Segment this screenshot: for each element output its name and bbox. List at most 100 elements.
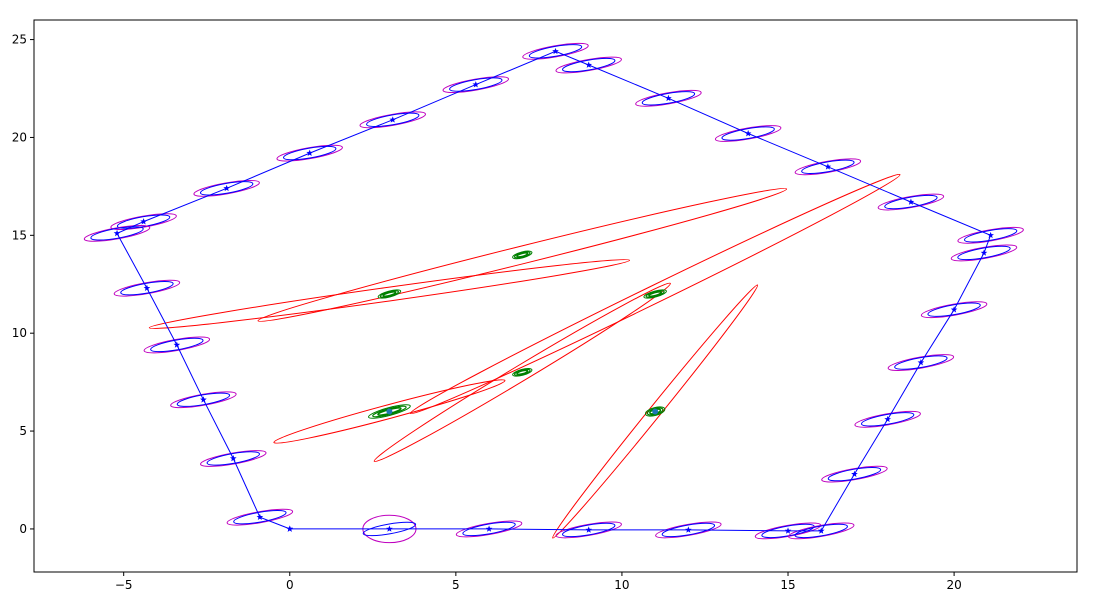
landmark-point-1 <box>652 408 659 415</box>
pose-cov-outer-ellipse-23 <box>83 224 151 242</box>
y-tick-label-1: 5 <box>19 424 27 438</box>
pose-cov-inner-ellipse-9 <box>927 302 981 317</box>
landmark-point-0 <box>386 408 393 415</box>
x-tick-label-3: 10 <box>614 578 629 592</box>
pose-cov-outer-ellipse-18 <box>442 76 510 93</box>
trajectory-star-11 <box>980 249 988 256</box>
y-axis: 0 5 10 15 20 25 <box>12 33 34 536</box>
y-tick-label-0: 0 <box>19 522 27 536</box>
trajectory-star-23 <box>140 218 147 225</box>
trajectory-star-29 <box>256 513 264 521</box>
landmark-initial-ellipse-1 <box>373 282 671 463</box>
pose-cov-inner-ellipse-7 <box>860 412 915 427</box>
pose-cov-inner-ellipse-20 <box>283 145 337 161</box>
x-tick-label-5: 20 <box>946 578 961 592</box>
trajectory-star-24 <box>113 229 121 237</box>
landmark-estimate-ellipse-5 <box>643 289 667 299</box>
pose-cov-inner-ellipse-11 <box>963 228 1018 243</box>
trajectory-star-6 <box>817 527 825 534</box>
trajectory-star-3 <box>585 526 593 533</box>
trajectory-star-7 <box>851 470 858 477</box>
pose-cov-inner-ellipse-12 <box>884 194 938 210</box>
y-tick-label-4: 20 <box>12 130 27 144</box>
pose-cov-outer-ellipse-13 <box>794 158 862 176</box>
pose-cov-outer-ellipse-7 <box>854 410 921 428</box>
landmark-estimate-ellipse-1 <box>512 368 533 377</box>
landmark-estimate-ellipse-2 <box>644 406 666 417</box>
pose-cov-inner-ellipse-5 <box>794 523 848 539</box>
pose-cov-outer-ellipse-27 <box>200 450 267 467</box>
pose-cov-inner-ellipse-1 <box>462 521 516 537</box>
trajectory-star-20 <box>389 116 397 123</box>
trajectory-star-22 <box>223 184 230 192</box>
pose-cov-inner-ellipse-8 <box>894 355 948 370</box>
pose-cov-outer-ellipse-24 <box>113 279 181 297</box>
landmark-estimate-ellipse-4 <box>512 250 533 260</box>
pose-cov-outer-ellipse-15 <box>635 89 702 107</box>
trajectory-star-28 <box>229 454 237 462</box>
pose-cov-inner-ellipse-10 <box>957 245 1011 261</box>
pose-cov-outer-ellipse-9 <box>920 301 988 319</box>
pose-cov-outer-ellipse-14 <box>714 125 782 142</box>
pose-cov-outer-ellipse-20 <box>276 144 343 162</box>
pose-cov-inner-ellipse-2 <box>562 522 616 538</box>
pose-cov-inner-ellipse-17 <box>528 44 583 59</box>
trajectory-star-17 <box>585 61 593 68</box>
pose-cov-inner-ellipse-0 <box>362 521 417 537</box>
trajectory-star-12 <box>987 231 994 239</box>
trajectory-star-14 <box>824 163 832 170</box>
pose-cov-outer-ellipse-28 <box>226 508 294 526</box>
pose-cov-inner-ellipse-15 <box>641 91 696 106</box>
pose-cov-outer-ellipse-6 <box>821 465 888 483</box>
trajectory-star-1 <box>386 525 393 532</box>
landmark-estimate-ellipse-3 <box>377 289 402 299</box>
pose-cov-inner-ellipse-23 <box>90 226 144 241</box>
trajectory-star-4 <box>685 526 692 533</box>
pose-cov-inner-ellipse-26 <box>176 392 231 407</box>
pose-cov-inner-ellipse-16 <box>562 57 616 73</box>
trajectory-star-30 <box>286 525 294 532</box>
y-tick-label-2: 10 <box>12 326 27 340</box>
pose-cov-outer-ellipse-8 <box>887 354 955 371</box>
y-tick-label-3: 15 <box>12 228 27 242</box>
trajectory-star-26 <box>173 341 181 348</box>
x-tick-label-1: 0 <box>286 578 294 592</box>
trajectory-star-8 <box>884 415 891 423</box>
pose-cov-outer-ellipse-2 <box>555 521 622 539</box>
trajectory-star-15 <box>744 130 752 137</box>
pose-cov-inner-ellipse-3 <box>661 522 716 538</box>
x-tick-label-0: −5 <box>115 578 133 592</box>
pose-cov-inner-ellipse-22 <box>116 214 171 229</box>
x-tick-label-4: 15 <box>780 578 795 592</box>
landmark-initial-ellipse-4 <box>257 187 788 322</box>
pose-cov-outer-ellipse-5 <box>788 522 855 540</box>
pose-cov-inner-ellipse-13 <box>801 159 855 174</box>
trajectory-star-9 <box>917 359 925 366</box>
pose-cov-inner-ellipse-19 <box>366 112 420 128</box>
pose-cov-inner-ellipse-14 <box>721 126 775 141</box>
landmark-estimate-ellipse-0 <box>368 404 411 419</box>
landmark-estimate-ellipse-3-c <box>382 291 397 297</box>
y-tick-label-5: 25 <box>12 33 27 47</box>
x-axis: −5 0 5 10 15 20 <box>115 572 962 592</box>
pose-cov-inner-ellipse-18 <box>449 77 503 92</box>
pose-cov-inner-ellipse-28 <box>233 510 287 525</box>
trajectory-star-27 <box>200 396 207 403</box>
landmark-initial-ellipse-5 <box>409 173 901 415</box>
trajectory-star-19 <box>472 81 480 88</box>
plot-area <box>83 42 1024 544</box>
trajectory-star-25 <box>143 284 151 291</box>
pose-cov-outer-ellipse-26 <box>170 391 237 409</box>
pose-cov-outer-ellipse-12 <box>877 193 945 211</box>
landmark-initial-ellipse-3 <box>148 259 631 329</box>
axes-frame <box>33 19 1078 573</box>
trajectory-star-16 <box>665 94 672 102</box>
landmark-initial-ellipse-2 <box>552 284 759 539</box>
trajectory-star-5 <box>784 527 792 534</box>
landmark-initial-ellipse-0 <box>273 379 506 444</box>
trajectory-star-2 <box>485 525 493 532</box>
trajectory-star-10 <box>950 306 958 313</box>
x-tick-label-2: 5 <box>452 578 460 592</box>
